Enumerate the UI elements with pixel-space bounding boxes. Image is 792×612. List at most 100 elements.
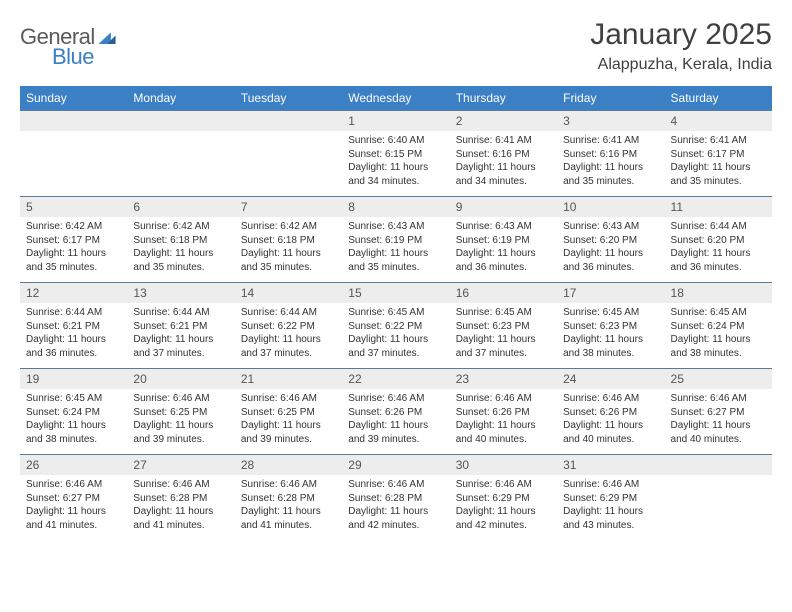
logo-text-2: Blue xyxy=(52,44,94,69)
day-number: 15 xyxy=(342,283,449,303)
weekday-header: Tuesday xyxy=(235,86,342,111)
day-number: 13 xyxy=(127,283,234,303)
day-number: 28 xyxy=(235,455,342,475)
day-detail: Sunrise: 6:44 AMSunset: 6:21 PMDaylight:… xyxy=(20,303,127,364)
day-number: 26 xyxy=(20,455,127,475)
day-detail: Sunrise: 6:45 AMSunset: 6:23 PMDaylight:… xyxy=(450,303,557,364)
day-number: 12 xyxy=(20,283,127,303)
day-number: 29 xyxy=(342,455,449,475)
calendar-cell: 8Sunrise: 6:43 AMSunset: 6:19 PMDaylight… xyxy=(342,197,449,283)
day-detail: Sunrise: 6:46 AMSunset: 6:28 PMDaylight:… xyxy=(127,475,234,536)
day-detail: Sunrise: 6:46 AMSunset: 6:25 PMDaylight:… xyxy=(235,389,342,450)
day-detail: Sunrise: 6:42 AMSunset: 6:18 PMDaylight:… xyxy=(235,217,342,278)
calendar-cell: 9Sunrise: 6:43 AMSunset: 6:19 PMDaylight… xyxy=(450,197,557,283)
calendar-cell: 12Sunrise: 6:44 AMSunset: 6:21 PMDayligh… xyxy=(20,283,127,369)
calendar-cell: 7Sunrise: 6:42 AMSunset: 6:18 PMDaylight… xyxy=(235,197,342,283)
day-number: 14 xyxy=(235,283,342,303)
day-number: 3 xyxy=(557,111,664,131)
calendar-cell: 28Sunrise: 6:46 AMSunset: 6:28 PMDayligh… xyxy=(235,455,342,541)
day-number: 4 xyxy=(665,111,772,131)
day-detail: Sunrise: 6:46 AMSunset: 6:26 PMDaylight:… xyxy=(342,389,449,450)
logo-triangle-icon xyxy=(97,30,117,49)
calendar-week-row: 26Sunrise: 6:46 AMSunset: 6:27 PMDayligh… xyxy=(20,455,772,541)
day-detail: Sunrise: 6:46 AMSunset: 6:27 PMDaylight:… xyxy=(665,389,772,450)
calendar-cell: 16Sunrise: 6:45 AMSunset: 6:23 PMDayligh… xyxy=(450,283,557,369)
calendar-cell: 27Sunrise: 6:46 AMSunset: 6:28 PMDayligh… xyxy=(127,455,234,541)
weekday-header: Thursday xyxy=(450,86,557,111)
day-detail: Sunrise: 6:45 AMSunset: 6:22 PMDaylight:… xyxy=(342,303,449,364)
calendar-cell: 26Sunrise: 6:46 AMSunset: 6:27 PMDayligh… xyxy=(20,455,127,541)
calendar-cell: 20Sunrise: 6:46 AMSunset: 6:25 PMDayligh… xyxy=(127,369,234,455)
month-title: January 2025 xyxy=(590,18,772,52)
calendar-cell xyxy=(20,111,127,197)
calendar-week-row: 1Sunrise: 6:40 AMSunset: 6:15 PMDaylight… xyxy=(20,111,772,197)
day-detail: Sunrise: 6:45 AMSunset: 6:24 PMDaylight:… xyxy=(665,303,772,364)
day-detail: Sunrise: 6:46 AMSunset: 6:25 PMDaylight:… xyxy=(127,389,234,450)
logo-inner: GeneralBlue xyxy=(20,24,117,76)
calendar-cell: 17Sunrise: 6:45 AMSunset: 6:23 PMDayligh… xyxy=(557,283,664,369)
logo: GeneralBlue xyxy=(20,18,117,76)
weekday-header: Saturday xyxy=(665,86,772,111)
weekday-header: Sunday xyxy=(20,86,127,111)
day-number: 6 xyxy=(127,197,234,217)
day-detail: Sunrise: 6:46 AMSunset: 6:29 PMDaylight:… xyxy=(450,475,557,536)
day-detail: Sunrise: 6:41 AMSunset: 6:16 PMDaylight:… xyxy=(557,131,664,192)
calendar-cell: 14Sunrise: 6:44 AMSunset: 6:22 PMDayligh… xyxy=(235,283,342,369)
calendar-cell: 5Sunrise: 6:42 AMSunset: 6:17 PMDaylight… xyxy=(20,197,127,283)
day-detail: Sunrise: 6:46 AMSunset: 6:28 PMDaylight:… xyxy=(342,475,449,536)
calendar-cell: 23Sunrise: 6:46 AMSunset: 6:26 PMDayligh… xyxy=(450,369,557,455)
day-number-empty xyxy=(20,111,127,131)
calendar-cell: 22Sunrise: 6:46 AMSunset: 6:26 PMDayligh… xyxy=(342,369,449,455)
calendar-cell: 10Sunrise: 6:43 AMSunset: 6:20 PMDayligh… xyxy=(557,197,664,283)
day-number: 18 xyxy=(665,283,772,303)
day-detail: Sunrise: 6:46 AMSunset: 6:26 PMDaylight:… xyxy=(557,389,664,450)
calendar-cell: 24Sunrise: 6:46 AMSunset: 6:26 PMDayligh… xyxy=(557,369,664,455)
day-number: 2 xyxy=(450,111,557,131)
title-block: January 2025 Alappuzha, Kerala, India xyxy=(590,18,772,74)
calendar-cell: 4Sunrise: 6:41 AMSunset: 6:17 PMDaylight… xyxy=(665,111,772,197)
day-number-empty xyxy=(235,111,342,131)
location: Alappuzha, Kerala, India xyxy=(590,56,772,74)
calendar-week-row: 5Sunrise: 6:42 AMSunset: 6:17 PMDaylight… xyxy=(20,197,772,283)
day-number: 25 xyxy=(665,369,772,389)
day-number: 21 xyxy=(235,369,342,389)
day-detail: Sunrise: 6:42 AMSunset: 6:18 PMDaylight:… xyxy=(127,217,234,278)
day-detail: Sunrise: 6:46 AMSunset: 6:29 PMDaylight:… xyxy=(557,475,664,536)
calendar-cell: 3Sunrise: 6:41 AMSunset: 6:16 PMDaylight… xyxy=(557,111,664,197)
day-detail: Sunrise: 6:43 AMSunset: 6:19 PMDaylight:… xyxy=(342,217,449,278)
day-detail: Sunrise: 6:46 AMSunset: 6:26 PMDaylight:… xyxy=(450,389,557,450)
day-number: 7 xyxy=(235,197,342,217)
calendar-cell: 6Sunrise: 6:42 AMSunset: 6:18 PMDaylight… xyxy=(127,197,234,283)
day-number: 10 xyxy=(557,197,664,217)
calendar-week-row: 12Sunrise: 6:44 AMSunset: 6:21 PMDayligh… xyxy=(20,283,772,369)
calendar-body: 1Sunrise: 6:40 AMSunset: 6:15 PMDaylight… xyxy=(20,111,772,541)
day-number: 5 xyxy=(20,197,127,217)
weekday-header: Wednesday xyxy=(342,86,449,111)
day-number: 27 xyxy=(127,455,234,475)
day-number: 20 xyxy=(127,369,234,389)
calendar-cell: 21Sunrise: 6:46 AMSunset: 6:25 PMDayligh… xyxy=(235,369,342,455)
day-number: 31 xyxy=(557,455,664,475)
weekday-header: Friday xyxy=(557,86,664,111)
calendar-cell: 25Sunrise: 6:46 AMSunset: 6:27 PMDayligh… xyxy=(665,369,772,455)
day-number: 11 xyxy=(665,197,772,217)
day-number: 9 xyxy=(450,197,557,217)
day-detail: Sunrise: 6:45 AMSunset: 6:23 PMDaylight:… xyxy=(557,303,664,364)
day-number: 24 xyxy=(557,369,664,389)
calendar-cell: 31Sunrise: 6:46 AMSunset: 6:29 PMDayligh… xyxy=(557,455,664,541)
weekday-header: Monday xyxy=(127,86,234,111)
day-detail: Sunrise: 6:42 AMSunset: 6:17 PMDaylight:… xyxy=(20,217,127,278)
calendar-table: SundayMondayTuesdayWednesdayThursdayFrid… xyxy=(20,86,772,541)
calendar-cell xyxy=(127,111,234,197)
day-detail: Sunrise: 6:46 AMSunset: 6:27 PMDaylight:… xyxy=(20,475,127,536)
day-detail: Sunrise: 6:44 AMSunset: 6:21 PMDaylight:… xyxy=(127,303,234,364)
day-number: 19 xyxy=(20,369,127,389)
calendar-cell: 11Sunrise: 6:44 AMSunset: 6:20 PMDayligh… xyxy=(665,197,772,283)
calendar-cell xyxy=(235,111,342,197)
header: GeneralBlue January 2025 Alappuzha, Kera… xyxy=(20,18,772,76)
calendar-header-row: SundayMondayTuesdayWednesdayThursdayFrid… xyxy=(20,86,772,111)
day-number: 1 xyxy=(342,111,449,131)
day-detail: Sunrise: 6:43 AMSunset: 6:19 PMDaylight:… xyxy=(450,217,557,278)
calendar-cell: 1Sunrise: 6:40 AMSunset: 6:15 PMDaylight… xyxy=(342,111,449,197)
day-detail: Sunrise: 6:44 AMSunset: 6:20 PMDaylight:… xyxy=(665,217,772,278)
